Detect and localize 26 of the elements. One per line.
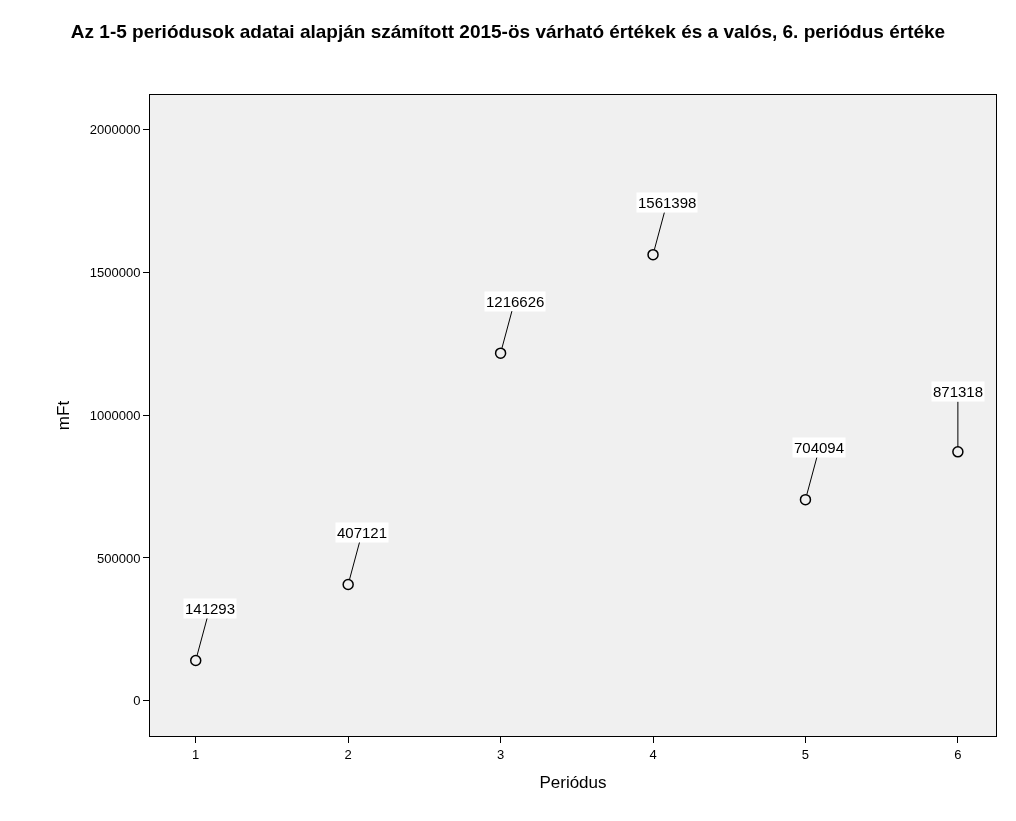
y-tick-label: 0: [133, 693, 141, 709]
y-tick-label: 500000: [97, 550, 141, 566]
x-axis-title: Periódus: [539, 773, 607, 792]
data-label: 1561398: [638, 194, 697, 211]
y-tick-label: 1500000: [89, 264, 141, 280]
x-tick-label: 5: [801, 746, 810, 762]
point: [189, 654, 202, 667]
x-tick-label: 4: [649, 746, 657, 762]
point: [952, 446, 964, 458]
data-label: 407121: [337, 524, 388, 541]
point: [647, 248, 659, 261]
point: [342, 578, 354, 591]
data-label: 141293: [185, 600, 236, 617]
y-tick-label: 1000000: [89, 407, 141, 423]
y-tick-label: 2000000: [89, 121, 141, 137]
data-label: 871318: [933, 383, 984, 400]
data-label: 1216626: [486, 293, 545, 310]
x-tick-label: 6: [954, 746, 962, 762]
x-tick-label: 2: [344, 746, 352, 762]
point: [494, 347, 507, 359]
data-label: 704094: [794, 439, 845, 456]
y-axis-title: mFt: [54, 400, 74, 431]
point: [799, 493, 812, 506]
x-tick-label: 1: [192, 746, 200, 762]
chart-title: Az 1-5 periódusok adatai alapján számított 2015-ös várható értékek és a valós, 6. periódus értéke: [70, 20, 946, 42]
x-tick-label: 3: [496, 746, 505, 762]
